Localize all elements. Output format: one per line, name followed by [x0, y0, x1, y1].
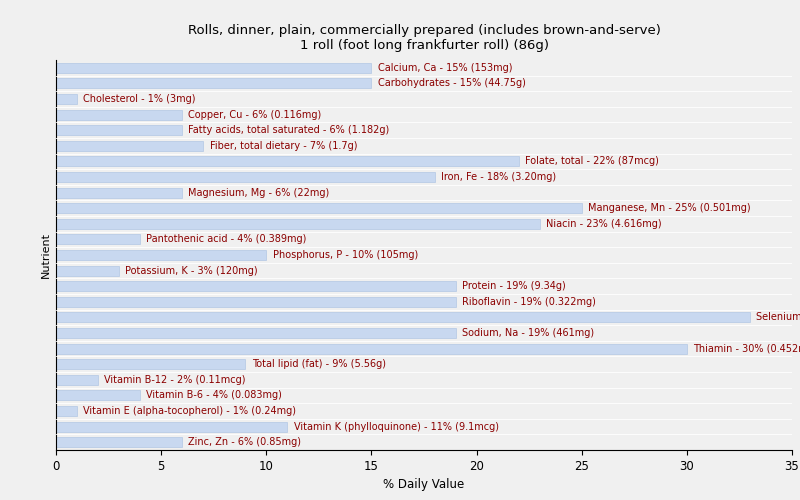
- Bar: [56, 110, 182, 120]
- Text: Vitamin K (phylloquinone) - 11% (9.1mcg): Vitamin K (phylloquinone) - 11% (9.1mcg): [294, 422, 498, 432]
- Bar: [56, 266, 119, 276]
- Text: Folate, total - 22% (87mcg): Folate, total - 22% (87mcg): [525, 156, 659, 166]
- Bar: [56, 374, 98, 385]
- Bar: [56, 296, 455, 307]
- Text: Fatty acids, total saturated - 6% (1.182g): Fatty acids, total saturated - 6% (1.182…: [189, 125, 390, 135]
- Bar: [56, 359, 246, 370]
- Text: Sodium, Na - 19% (461mg): Sodium, Na - 19% (461mg): [462, 328, 594, 338]
- Text: Pantothenic acid - 4% (0.389mg): Pantothenic acid - 4% (0.389mg): [146, 234, 306, 244]
- Bar: [56, 140, 203, 151]
- Text: Carbohydrates - 15% (44.75g): Carbohydrates - 15% (44.75g): [378, 78, 526, 88]
- Text: Riboflavin - 19% (0.322mg): Riboflavin - 19% (0.322mg): [462, 297, 596, 307]
- Text: Thiamin - 30% (0.452mg): Thiamin - 30% (0.452mg): [693, 344, 800, 353]
- Text: Fiber, total dietary - 7% (1.7g): Fiber, total dietary - 7% (1.7g): [210, 141, 357, 151]
- Text: Phosphorus, P - 10% (105mg): Phosphorus, P - 10% (105mg): [273, 250, 418, 260]
- Bar: [56, 156, 518, 166]
- Bar: [56, 328, 455, 338]
- Bar: [56, 172, 434, 182]
- Y-axis label: Nutrient: Nutrient: [41, 232, 50, 278]
- Bar: [56, 390, 140, 400]
- Text: Iron, Fe - 18% (3.20mg): Iron, Fe - 18% (3.20mg): [441, 172, 556, 182]
- Bar: [56, 406, 77, 416]
- Text: Protein - 19% (9.34g): Protein - 19% (9.34g): [462, 281, 566, 291]
- Bar: [56, 78, 371, 88]
- Text: Vitamin B-6 - 4% (0.083mg): Vitamin B-6 - 4% (0.083mg): [146, 390, 282, 400]
- Bar: [56, 218, 540, 229]
- Bar: [56, 234, 140, 244]
- Bar: [56, 344, 687, 353]
- Bar: [56, 94, 77, 104]
- Bar: [56, 312, 750, 322]
- Text: Niacin - 23% (4.616mg): Niacin - 23% (4.616mg): [546, 219, 662, 229]
- Text: Vitamin B-12 - 2% (0.11mcg): Vitamin B-12 - 2% (0.11mcg): [104, 375, 246, 385]
- Text: Manganese, Mn - 25% (0.501mg): Manganese, Mn - 25% (0.501mg): [588, 203, 750, 213]
- Bar: [56, 281, 455, 291]
- Bar: [56, 203, 582, 213]
- Bar: [56, 437, 182, 448]
- Text: Vitamin E (alpha-tocopherol) - 1% (0.24mg): Vitamin E (alpha-tocopherol) - 1% (0.24m…: [83, 406, 296, 416]
- Text: Calcium, Ca - 15% (153mg): Calcium, Ca - 15% (153mg): [378, 63, 512, 73]
- Bar: [56, 62, 371, 73]
- Title: Rolls, dinner, plain, commercially prepared (includes brown-and-serve)
1 roll (f: Rolls, dinner, plain, commercially prepa…: [187, 24, 661, 52]
- Bar: [56, 422, 287, 432]
- X-axis label: % Daily Value: % Daily Value: [383, 478, 465, 492]
- Text: Copper, Cu - 6% (0.116mg): Copper, Cu - 6% (0.116mg): [189, 110, 322, 120]
- Text: Cholesterol - 1% (3mg): Cholesterol - 1% (3mg): [83, 94, 196, 104]
- Text: Magnesium, Mg - 6% (22mg): Magnesium, Mg - 6% (22mg): [189, 188, 330, 198]
- Text: Potassium, K - 3% (120mg): Potassium, K - 3% (120mg): [126, 266, 258, 276]
- Text: Selenium, Se - 33% (23.0mcg): Selenium, Se - 33% (23.0mcg): [756, 312, 800, 322]
- Bar: [56, 188, 182, 198]
- Text: Total lipid (fat) - 9% (5.56g): Total lipid (fat) - 9% (5.56g): [251, 359, 386, 369]
- Bar: [56, 125, 182, 136]
- Text: Zinc, Zn - 6% (0.85mg): Zinc, Zn - 6% (0.85mg): [189, 437, 302, 447]
- Bar: [56, 250, 266, 260]
